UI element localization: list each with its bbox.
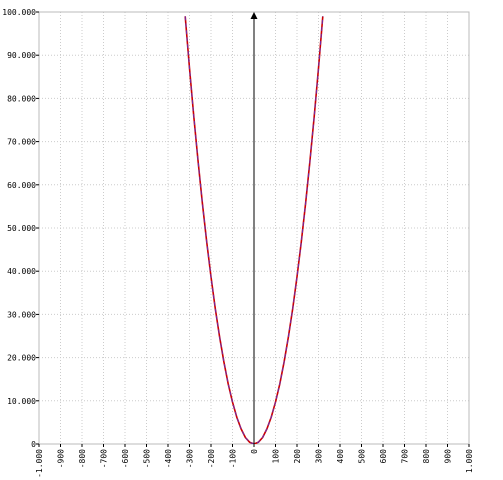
x-tick-label: -200	[207, 449, 216, 468]
x-axis-ticks: -1.000 -900 -800 -700 -600 -500 -400 -300 -200 -1…	[35, 444, 474, 478]
x-tick-label: 200	[293, 449, 302, 464]
x-tick-label: -300	[186, 449, 195, 468]
y-tick-label: 70.000	[7, 138, 36, 147]
x-tick-label: 800	[422, 449, 431, 464]
x-tick-label: 1.000	[465, 449, 474, 473]
x-tick-label: 500	[358, 449, 367, 464]
x-tick-label: -400	[164, 449, 173, 468]
x-tick-label: -500	[143, 449, 152, 468]
y-axis-arrowhead	[250, 12, 258, 19]
series-line-dashed	[184, 16, 324, 444]
x-tick-label: 400	[336, 449, 345, 464]
x-tick-label: -600	[121, 449, 130, 468]
y-tick-label: 10.000	[7, 397, 36, 406]
x-tick-label: 900	[444, 449, 453, 464]
x-tick-label: 300	[315, 449, 324, 464]
x-tick-label: 700	[401, 449, 410, 464]
x-tick-label: 100	[272, 449, 281, 464]
x-tick-label: -100	[229, 449, 238, 468]
x-tick-label: -1.000	[35, 449, 44, 478]
y-tick-label: 40.000	[7, 267, 36, 276]
y-tick-label: 30.000	[7, 310, 36, 319]
x-tick-label: -700	[100, 449, 109, 468]
x-tick-label: -900	[57, 449, 66, 468]
y-tick-label: 90.000	[7, 51, 36, 60]
x-tick-label: -800	[78, 449, 87, 468]
y-tick-label: 0	[31, 440, 36, 449]
y-axis-ticks: 0 10.000 20.000 30.000 40.000 50.000 60.000 70.…	[2, 8, 39, 449]
series-group	[184, 16, 324, 444]
y-tick-label: 80.000	[7, 94, 36, 103]
y-axis-arrow-group	[250, 12, 258, 444]
y-tick-label: 50.000	[7, 224, 36, 233]
x-tick-label: 0	[250, 449, 259, 454]
x-tick-label: 600	[379, 449, 388, 464]
y-tick-label: 20.000	[7, 354, 36, 363]
y-tick-label: 60.000	[7, 181, 36, 190]
y-tick-label: 100.000	[2, 8, 36, 17]
